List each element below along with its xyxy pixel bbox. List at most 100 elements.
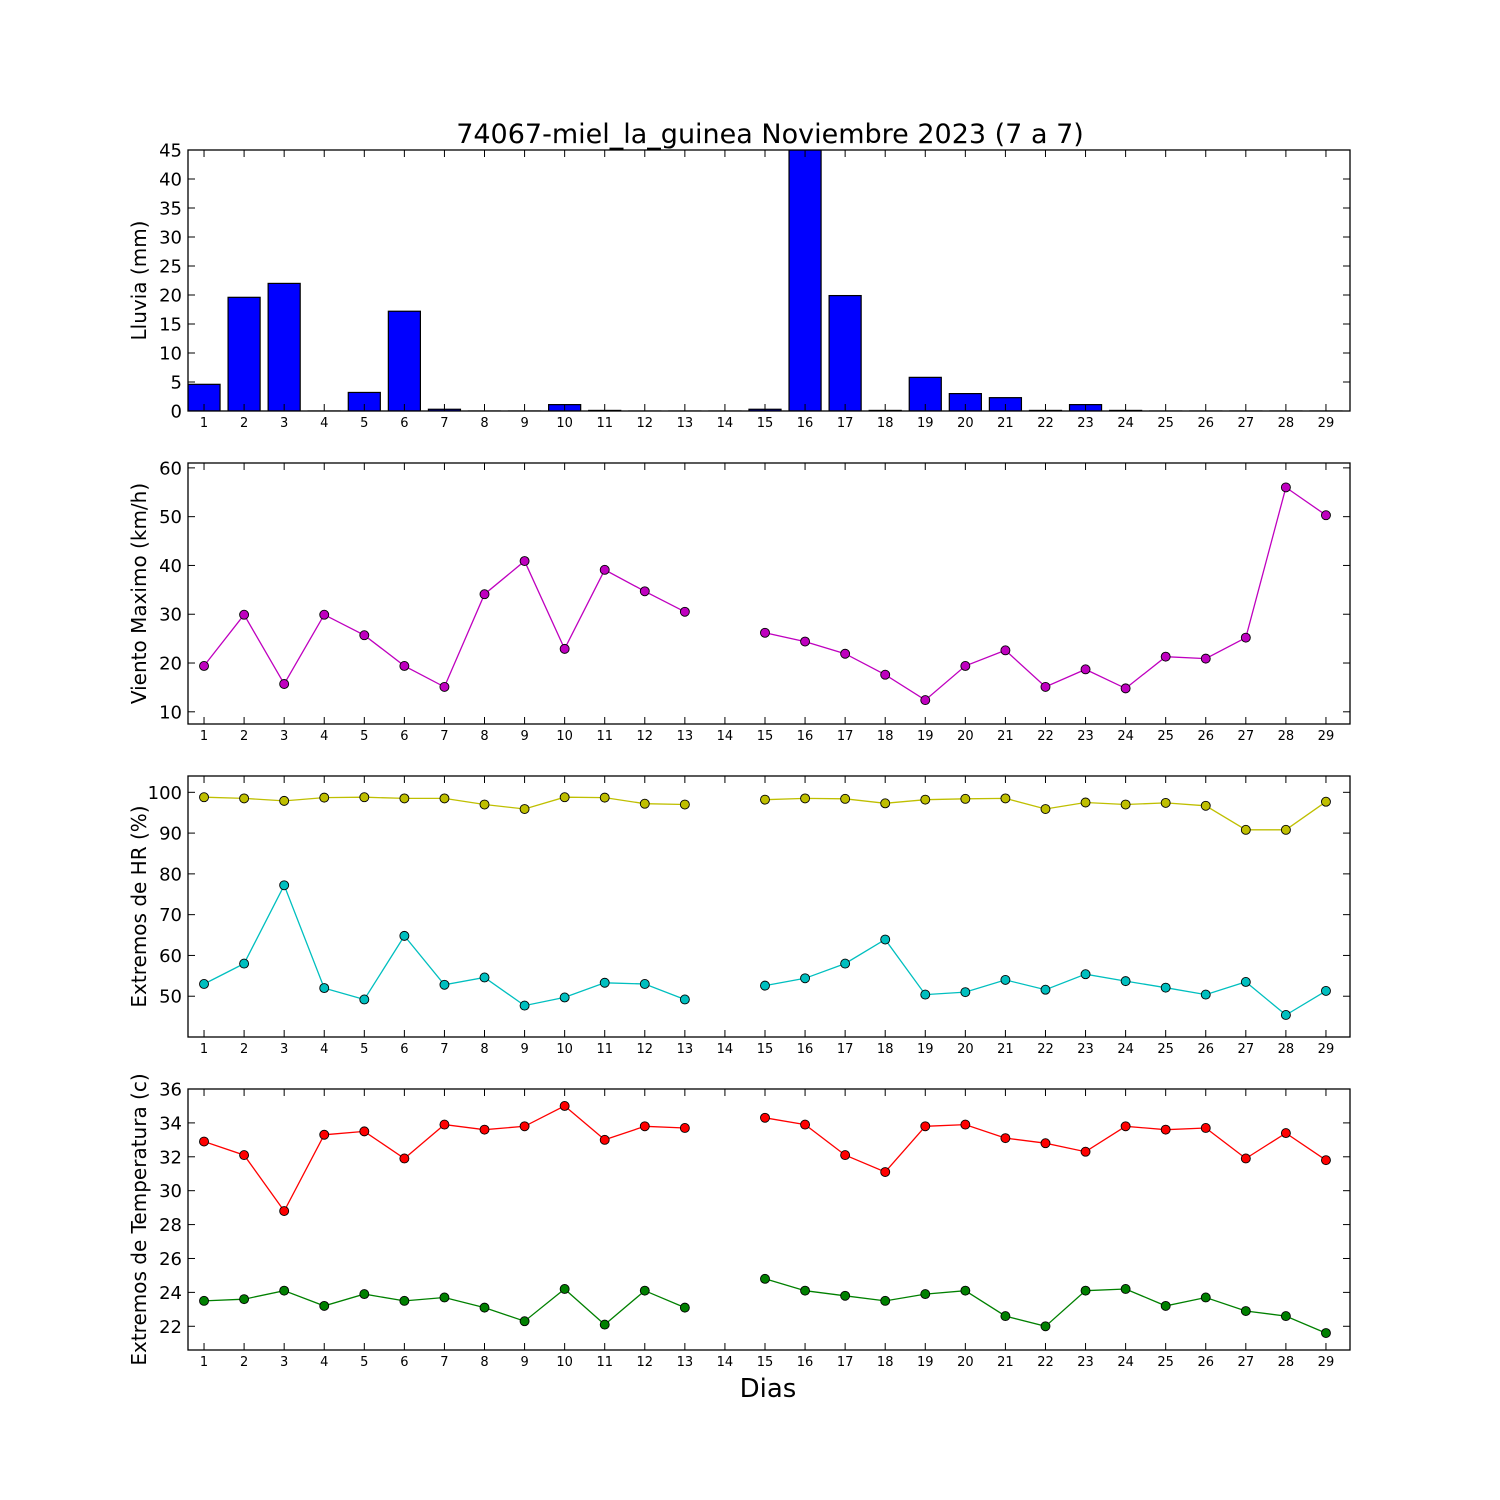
wind-xtick-label: 25 bbox=[1157, 729, 1174, 744]
wind-series-0-point-day-12 bbox=[639, 586, 650, 597]
humidity-xtick-label: 6 bbox=[400, 1042, 408, 1057]
rainfall-y-axis-label: Lluvia (mm) bbox=[127, 221, 151, 341]
humidity-series-1-point-day-7 bbox=[439, 979, 450, 990]
humidity-series-1-point-day-28 bbox=[1280, 1010, 1291, 1020]
wind-series-0-point-day-11 bbox=[599, 564, 610, 575]
temperature-ytick-label: 30 bbox=[159, 1181, 182, 1202]
humidity-xtick-label: 11 bbox=[596, 1042, 613, 1057]
rainfall-xtick-label: 27 bbox=[1238, 416, 1255, 431]
temperature-ytick-label: 28 bbox=[159, 1215, 182, 1236]
wind-xtick-label: 26 bbox=[1197, 729, 1214, 744]
wind-series-0-point-day-9 bbox=[519, 556, 530, 567]
wind-series-0-point-day-10 bbox=[559, 643, 570, 654]
humidity-xtick-label: 15 bbox=[757, 1042, 774, 1057]
humidity-xtick-label: 18 bbox=[877, 1042, 894, 1057]
rainfall-xtick-label: 20 bbox=[957, 416, 974, 431]
humidity-series-1-point-day-18 bbox=[880, 934, 891, 945]
humidity-series-0-point-day-1 bbox=[199, 792, 209, 803]
humidity-series-1-point-day-17 bbox=[840, 958, 851, 969]
rain-bar-day-5 bbox=[347, 391, 381, 411]
wind-series-0-point-day-2 bbox=[239, 609, 250, 620]
humidity-series-1-point-day-23 bbox=[1080, 969, 1091, 980]
humidity-series-1-point-day-24 bbox=[1120, 976, 1131, 987]
humidity-series-0-point-day-27 bbox=[1240, 824, 1251, 835]
temperature-series-0-point-day-12 bbox=[639, 1121, 650, 1132]
temperature-xtick-label: 17 bbox=[837, 1355, 854, 1370]
humidity-series-0-point-day-12 bbox=[639, 798, 650, 809]
rain-bar-day-20 bbox=[948, 393, 982, 411]
wind-xtick-label: 24 bbox=[1117, 729, 1134, 744]
humidity-xtick-label: 26 bbox=[1197, 1042, 1214, 1057]
wind-series-0-point-day-29 bbox=[1321, 510, 1331, 521]
humidity-xtick-label: 17 bbox=[837, 1042, 854, 1057]
temperature-series-1-point-day-11 bbox=[599, 1319, 610, 1330]
temperature-xtick-label: 18 bbox=[877, 1355, 894, 1370]
temperature-series-1-point-day-27 bbox=[1240, 1306, 1251, 1316]
humidity-series-1-point-day-20 bbox=[960, 987, 971, 998]
temperature-series-0-point-day-16 bbox=[800, 1119, 811, 1130]
humidity-series-1-point-day-5 bbox=[359, 994, 370, 1005]
temperature-series-0-point-day-22 bbox=[1040, 1138, 1051, 1149]
temperature-series-1-point-day-23 bbox=[1080, 1285, 1091, 1296]
wind-series-0-point-day-5 bbox=[359, 630, 370, 641]
humidity-series-0-point-day-10 bbox=[559, 792, 570, 803]
wind-xtick-label: 11 bbox=[596, 729, 613, 744]
humidity-xtick-label: 5 bbox=[360, 1042, 368, 1057]
temperature-series-1-point-day-8 bbox=[479, 1302, 490, 1313]
temperature-series-1-point-day-28 bbox=[1280, 1311, 1291, 1322]
wind-xtick-label: 22 bbox=[1037, 729, 1054, 744]
rainfall-ytick-label: 25 bbox=[159, 257, 182, 278]
rainfall-ytick-label: 40 bbox=[159, 170, 182, 191]
wind-series-0-point-day-27 bbox=[1240, 632, 1251, 643]
humidity-xtick-label: 24 bbox=[1117, 1042, 1134, 1057]
temperature-series-1-point-day-22 bbox=[1040, 1321, 1051, 1332]
humidity-ytick-label: 100 bbox=[148, 783, 182, 804]
humidity-series-1-point-day-6 bbox=[399, 930, 410, 941]
rainfall-axes-frame bbox=[187, 149, 1351, 412]
temperature-xtick-label: 8 bbox=[480, 1355, 488, 1370]
rain-bar-day-16 bbox=[788, 150, 822, 411]
temperature-series-0-point-day-7 bbox=[439, 1119, 450, 1130]
humidity-series-0-point-day-26 bbox=[1200, 800, 1211, 811]
temperature-series-0-point-day-18 bbox=[880, 1167, 891, 1177]
temperature-xtick-label: 3 bbox=[280, 1355, 288, 1370]
humidity-series-0-point-day-17 bbox=[840, 793, 851, 804]
wind-axes-frame bbox=[187, 462, 1351, 725]
wind-series-0-point-day-4 bbox=[319, 609, 330, 620]
temperature-xtick-label: 28 bbox=[1278, 1355, 1295, 1370]
rainfall-xtick-label: 25 bbox=[1157, 416, 1174, 431]
temperature-ytick-label: 24 bbox=[159, 1283, 182, 1304]
wind-series-0-point-day-15 bbox=[760, 627, 770, 638]
rainfall-xtick-label: 22 bbox=[1037, 416, 1054, 431]
humidity-series-0-point-day-4 bbox=[319, 792, 330, 803]
temperature-xtick-label: 9 bbox=[520, 1355, 528, 1370]
temperature-series-1-point-day-18 bbox=[880, 1295, 891, 1306]
humidity-series-0-point-day-3 bbox=[279, 795, 290, 806]
humidity-xtick-label: 8 bbox=[480, 1042, 488, 1057]
rainfall-xtick-label: 10 bbox=[556, 416, 573, 431]
temperature-xtick-label: 27 bbox=[1238, 1355, 1255, 1370]
temperature-series-0-point-day-27 bbox=[1240, 1153, 1251, 1164]
humidity-series-0-point-day-8 bbox=[479, 799, 490, 810]
rainfall-xtick-label: 18 bbox=[877, 416, 894, 431]
temperature-xtick-label: 1 bbox=[200, 1355, 208, 1370]
wind-ytick-label: 50 bbox=[159, 507, 182, 528]
temperature-series-0-point-day-9 bbox=[519, 1121, 530, 1132]
temperature-series-1-point-day-7 bbox=[439, 1292, 450, 1303]
temperature-xtick-label: 6 bbox=[400, 1355, 408, 1370]
humidity-series-0-point-day-20 bbox=[960, 793, 971, 804]
wind-xtick-label: 20 bbox=[957, 729, 974, 744]
rainfall-xtick-label: 26 bbox=[1197, 416, 1214, 431]
rainfall-xtick-label: 15 bbox=[757, 416, 774, 431]
rainfall-xtick-label: 17 bbox=[837, 416, 854, 431]
rainfall-xtick-label: 23 bbox=[1077, 416, 1094, 431]
temperature-series-1-point-day-19 bbox=[920, 1289, 931, 1300]
humidity-series-0-point-day-25 bbox=[1160, 797, 1171, 808]
humidity-series-1-point-day-22 bbox=[1040, 984, 1051, 995]
humidity-series-1-point-day-12 bbox=[639, 979, 650, 989]
temperature-ytick-label: 26 bbox=[159, 1249, 182, 1270]
wind-xtick-label: 14 bbox=[717, 729, 734, 744]
rainfall-ytick-label: 5 bbox=[171, 373, 182, 394]
humidity-series-1-point-day-25 bbox=[1160, 982, 1171, 993]
